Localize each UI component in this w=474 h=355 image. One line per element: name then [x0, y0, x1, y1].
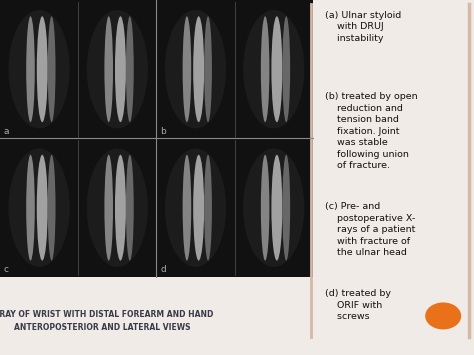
- Ellipse shape: [193, 155, 204, 261]
- Ellipse shape: [126, 155, 134, 261]
- Ellipse shape: [283, 155, 290, 261]
- Bar: [0, 0, 313, 277]
- Ellipse shape: [243, 10, 304, 129]
- Ellipse shape: [104, 16, 113, 122]
- Ellipse shape: [165, 10, 226, 129]
- Text: (b) treated by open
    reduction and
    tension band
    fixation. Joint
    w: (b) treated by open reduction and tensio…: [325, 92, 417, 170]
- Ellipse shape: [261, 16, 269, 122]
- Ellipse shape: [193, 16, 204, 122]
- Text: (d) treated by
    ORIF with
    screws: (d) treated by ORIF with screws: [325, 289, 391, 321]
- Ellipse shape: [204, 16, 212, 122]
- Ellipse shape: [272, 155, 283, 261]
- Bar: [315, 0, 474, 355]
- Ellipse shape: [87, 148, 148, 267]
- Ellipse shape: [126, 16, 134, 122]
- Ellipse shape: [9, 148, 70, 267]
- Ellipse shape: [182, 155, 191, 261]
- Text: (c) Pre- and
    postoperative X-
    rays of a patient
    with fracture of
   : (c) Pre- and postoperative X- rays of a …: [325, 202, 415, 257]
- Ellipse shape: [165, 148, 226, 267]
- Ellipse shape: [283, 16, 290, 122]
- Text: d: d: [160, 265, 166, 274]
- Ellipse shape: [182, 16, 191, 122]
- Ellipse shape: [26, 155, 35, 261]
- Ellipse shape: [9, 10, 70, 129]
- Ellipse shape: [115, 155, 126, 261]
- Ellipse shape: [26, 16, 35, 122]
- Ellipse shape: [272, 16, 283, 122]
- Ellipse shape: [204, 155, 212, 261]
- Ellipse shape: [37, 155, 48, 261]
- Ellipse shape: [115, 16, 126, 122]
- Ellipse shape: [48, 155, 55, 261]
- Circle shape: [425, 302, 461, 329]
- Text: c: c: [4, 265, 9, 274]
- Ellipse shape: [37, 16, 48, 122]
- Text: b: b: [160, 127, 166, 136]
- Text: X-RAY OF WRIST WITH DISTAL FOREARM AND HAND
ANTEROPOSTERIOR AND LATERAL VIEWS: X-RAY OF WRIST WITH DISTAL FOREARM AND H…: [0, 310, 213, 332]
- Ellipse shape: [48, 16, 55, 122]
- Ellipse shape: [87, 10, 148, 129]
- Ellipse shape: [104, 155, 113, 261]
- Text: a: a: [4, 127, 9, 136]
- Ellipse shape: [243, 148, 304, 267]
- Ellipse shape: [261, 155, 269, 261]
- Text: (a) Ulnar styloid
    with DRUJ
    instability: (a) Ulnar styloid with DRUJ instability: [325, 11, 401, 43]
